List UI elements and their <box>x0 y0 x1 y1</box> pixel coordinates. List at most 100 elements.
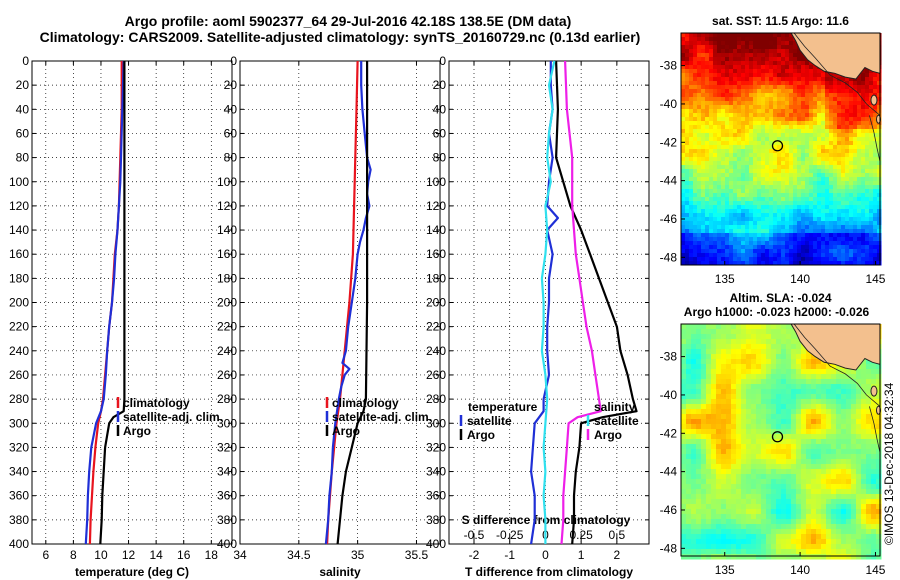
map-cell <box>753 61 758 66</box>
map-cell <box>737 241 742 246</box>
map-cell <box>716 424 722 430</box>
x-tick-label: 1 <box>578 548 585 562</box>
map-cell <box>786 519 792 525</box>
map-cell <box>773 229 778 234</box>
map-cell <box>821 429 827 435</box>
map-cell <box>826 409 832 415</box>
map-cell <box>761 449 767 455</box>
map-cell <box>721 41 726 46</box>
map-cell <box>711 394 717 400</box>
map-cell <box>797 225 802 230</box>
map-cell <box>801 129 806 134</box>
map-cell <box>793 241 798 246</box>
map-cell <box>825 249 830 254</box>
map-cell <box>817 101 822 106</box>
map-cell <box>751 434 757 440</box>
map-cell <box>745 213 750 218</box>
map-cell <box>753 85 758 90</box>
map-cell <box>725 213 730 218</box>
map-cell <box>766 399 772 405</box>
map-cell <box>709 33 714 38</box>
map-cell <box>781 125 786 130</box>
depth-tick-label: 100 <box>217 175 237 189</box>
map-cell <box>801 153 806 158</box>
map-cell <box>781 454 787 460</box>
map-cell <box>851 499 857 505</box>
map-cell <box>731 394 737 400</box>
map-cell <box>791 339 797 345</box>
map-cell <box>756 349 762 355</box>
map-cell <box>753 65 758 70</box>
map-cell <box>725 121 730 126</box>
map-cell <box>777 241 782 246</box>
map-cell <box>841 429 847 435</box>
map-y-tick-label: -44 <box>660 174 678 188</box>
map-cell <box>789 237 794 242</box>
map-cell <box>745 37 750 42</box>
map-cell <box>829 81 834 86</box>
map-cell <box>686 534 692 540</box>
map-cell <box>789 257 794 262</box>
map-cell <box>713 109 718 114</box>
map-cell <box>861 414 867 420</box>
map-cell <box>753 101 758 106</box>
map-cell <box>789 233 794 238</box>
map-cell <box>685 61 690 66</box>
map-cell <box>785 65 790 70</box>
map-cell <box>806 524 812 530</box>
map-cell <box>701 241 706 246</box>
map-cell <box>829 209 834 214</box>
map-cell <box>829 137 834 142</box>
map-cell <box>766 509 772 515</box>
map-cell <box>793 185 798 190</box>
map-cell <box>781 73 786 78</box>
map-cell <box>749 229 754 234</box>
map-cell <box>849 253 854 258</box>
map-cell <box>801 157 806 162</box>
map-cell <box>873 213 878 218</box>
map-cell <box>849 109 854 114</box>
legend-label: Argo <box>332 424 360 438</box>
map-cell <box>701 57 706 62</box>
map-cell <box>766 464 772 470</box>
map-cell <box>781 439 787 445</box>
map-cell <box>773 93 778 98</box>
map-cell <box>693 233 698 238</box>
map-cell <box>789 89 794 94</box>
map-cell <box>696 369 702 375</box>
map-cell <box>749 89 754 94</box>
map-cell <box>771 434 777 440</box>
map-cell <box>693 69 698 74</box>
map-cell <box>736 349 742 355</box>
map-cell <box>749 225 754 230</box>
map-cell <box>785 153 790 158</box>
map-cell <box>813 85 818 90</box>
map-cell <box>757 53 762 58</box>
map-cell <box>713 149 718 154</box>
map-cell <box>765 93 770 98</box>
series-t-satellite <box>529 61 560 545</box>
map-cell <box>786 494 792 500</box>
map-cell <box>769 101 774 106</box>
map-cell <box>711 369 717 375</box>
map-cell <box>737 149 742 154</box>
map-cell <box>721 434 727 440</box>
map-cell <box>845 233 850 238</box>
map-cell <box>697 85 702 90</box>
map-cell <box>791 414 797 420</box>
map-cell <box>729 189 734 194</box>
map-cell <box>857 181 862 186</box>
map-cell <box>837 237 842 242</box>
map-cell <box>777 169 782 174</box>
map-cell <box>817 109 822 114</box>
map-cell <box>717 165 722 170</box>
map-cell <box>833 205 838 210</box>
map-cell <box>797 101 802 106</box>
map-cell <box>837 189 842 194</box>
map-cell <box>686 499 692 505</box>
map-cell <box>776 529 782 535</box>
map-cell <box>785 53 790 58</box>
map-cell <box>726 439 732 445</box>
map-cell <box>693 73 698 78</box>
map-cell <box>681 499 687 505</box>
